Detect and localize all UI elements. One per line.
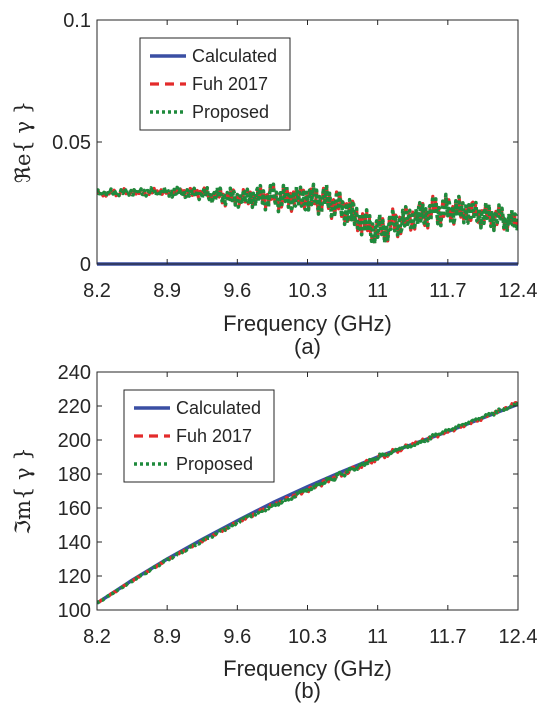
panel-caption: (b)	[294, 678, 321, 703]
y-tick-label: 0.1	[63, 10, 91, 32]
x-tick-label: 11	[367, 280, 388, 302]
x-tick-label: 12.4	[499, 280, 538, 302]
legend-entry: Proposed	[192, 102, 269, 122]
y-tick-label: 140	[58, 532, 91, 554]
y-tick-label: 0.05	[52, 132, 91, 154]
panel-caption: (a)	[294, 334, 321, 359]
x-tick-label: 9.6	[223, 280, 251, 302]
x-tick-label: 10.3	[288, 626, 327, 648]
legend-entry: Proposed	[176, 454, 253, 474]
y-tick-label: 220	[58, 396, 91, 418]
series-line-proposed	[97, 182, 518, 246]
x-tick-label: 12.4	[499, 626, 538, 648]
x-tick-label: 10.3	[288, 280, 327, 302]
x-tick-label: 8.9	[153, 626, 181, 648]
x-tick-label: 8.9	[153, 280, 181, 302]
legend: Calculated Fuh 2017 Proposed	[139, 37, 291, 131]
x-tick-label: 8.2	[83, 280, 111, 302]
series-line-proposed	[97, 400, 518, 605]
x-axis-label: Frequency (GHz)	[223, 311, 392, 336]
y-axis-label: ℑm{ γ }	[11, 447, 35, 534]
y-tick-label: 240	[58, 362, 91, 384]
x-tick-label: 11.7	[429, 626, 466, 648]
y-tick-label: 120	[58, 566, 91, 588]
legend-entry: Calculated	[192, 46, 277, 66]
legend: Calculated Fuh 2017 Proposed	[123, 389, 275, 483]
x-axis-label: Frequency (GHz)	[223, 656, 392, 681]
x-tick-label: 8.2	[83, 626, 111, 648]
y-tick-label: 180	[58, 464, 91, 486]
series-group	[97, 400, 518, 605]
y-tick-label: 200	[58, 430, 91, 452]
x-tick-label: 11	[367, 626, 388, 648]
x-tick-label: 11.7	[429, 280, 466, 302]
chart-panel-b: 8.2 8.9 9.6 10.3 11 11.7 12.4 100 120 140 160 180 20…	[11, 362, 537, 703]
y-axis-label: ℜe{ γ }	[11, 101, 35, 183]
y-tick-label: 0	[80, 254, 91, 276]
y-tick-label: 160	[58, 498, 91, 520]
y-tick-label: 100	[58, 600, 91, 622]
legend-entry: Fuh 2017	[192, 74, 268, 94]
chart-panel-a: 8.2 8.9 9.6 10.3 11 11.7 12.4 0 0.05 0.1 Frequency…	[11, 10, 537, 359]
x-tick-label: 9.6	[223, 626, 251, 648]
legend-entry: Fuh 2017	[176, 426, 252, 446]
legend-entry: Calculated	[176, 398, 261, 418]
